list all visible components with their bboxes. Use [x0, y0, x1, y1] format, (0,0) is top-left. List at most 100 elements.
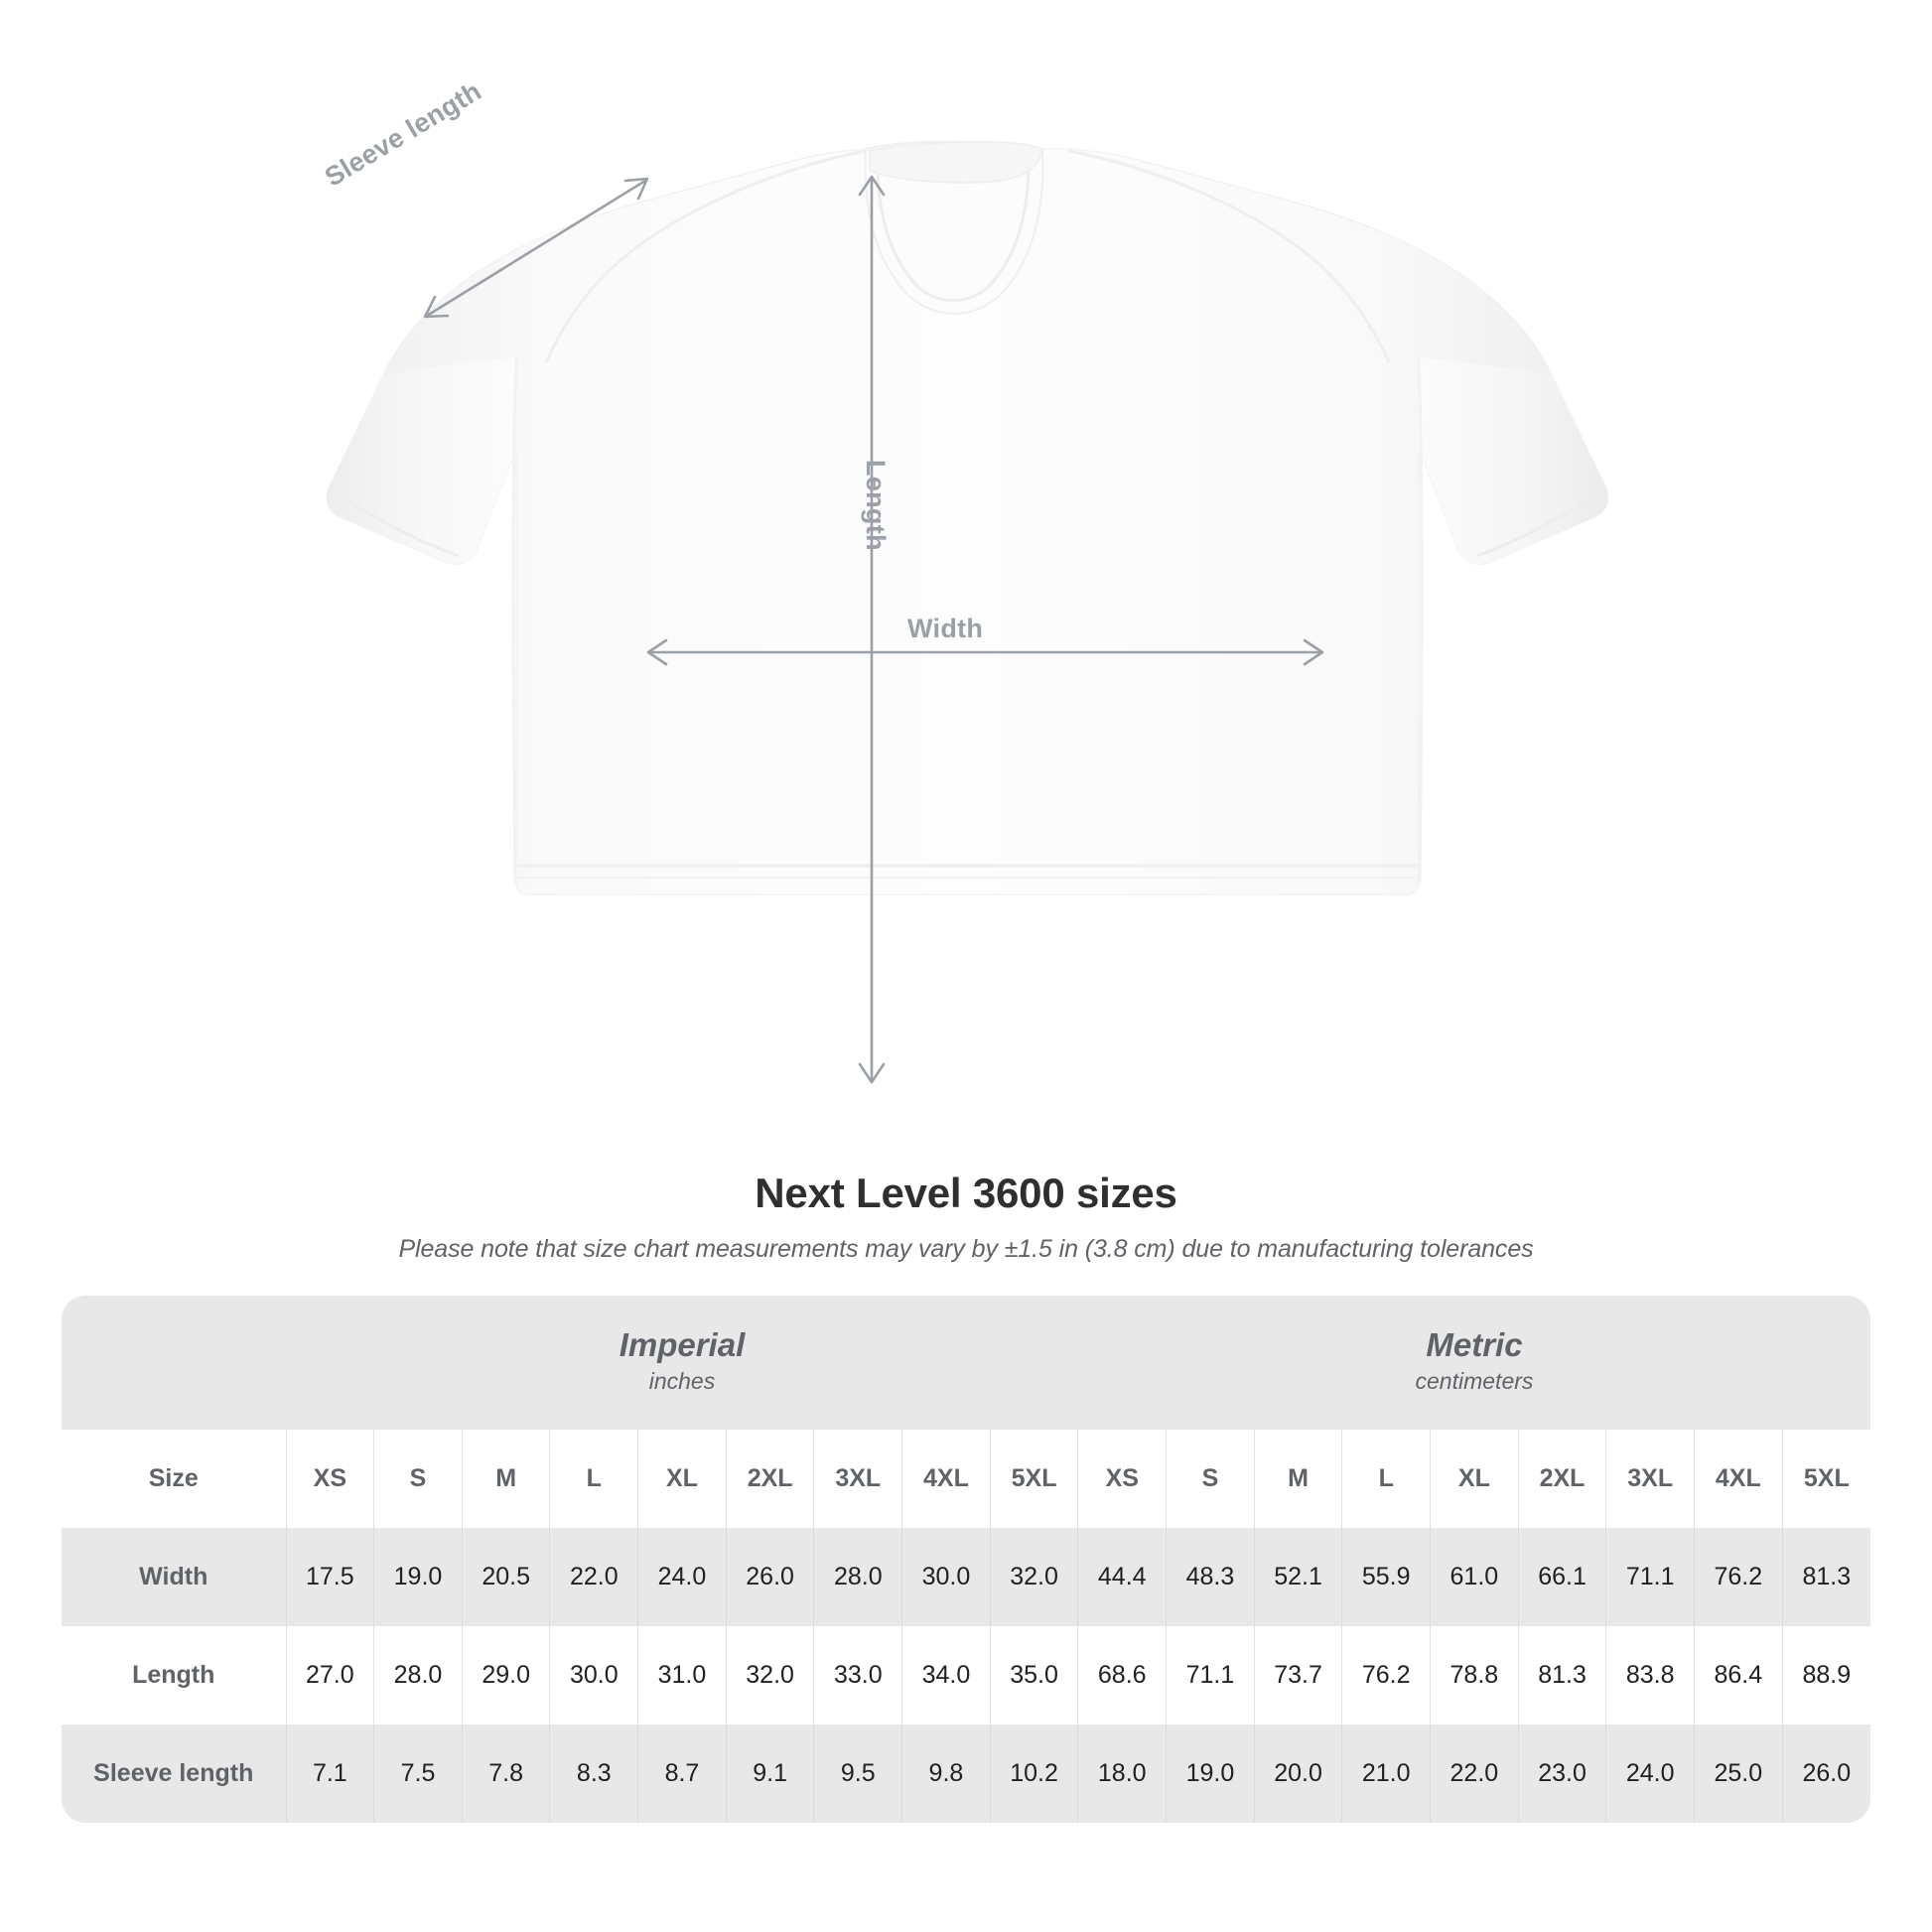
- length-row-label: Length: [62, 1626, 287, 1725]
- size-header-cell: 5XL: [989, 1430, 1078, 1528]
- length-cell: 29.0: [461, 1626, 550, 1725]
- width-cell: 44.4: [1077, 1528, 1167, 1626]
- sleeve-length-cell: 20.0: [1253, 1725, 1342, 1823]
- width-cell: 48.3: [1166, 1528, 1255, 1626]
- size-header-cell: XS: [1077, 1430, 1167, 1528]
- width-cell: 19.0: [373, 1528, 463, 1626]
- table-row: Length 27.0 28.0 29.0 30.0 31.0 32.0 33.0 34.0 35…: [62, 1626, 1870, 1725]
- width-cell: 28.0: [813, 1528, 902, 1626]
- width-cell: 30.0: [901, 1528, 991, 1626]
- width-cell: 24.0: [637, 1528, 727, 1626]
- size-header-cell: XL: [1430, 1430, 1519, 1528]
- unit-subtitle-imperial: inches: [648, 1368, 716, 1395]
- length-cell: 76.2: [1341, 1626, 1431, 1725]
- sleeve-length-cell: 26.0: [1781, 1725, 1870, 1823]
- length-cell: 32.0: [725, 1626, 814, 1725]
- size-header-cell: 4XL: [1694, 1430, 1783, 1528]
- width-cell: 61.0: [1430, 1528, 1519, 1626]
- sleeve-guide-line: [426, 179, 646, 318]
- size-header-cell: XL: [637, 1430, 727, 1528]
- width-cell: 55.9: [1341, 1528, 1431, 1626]
- width-cell: 76.2: [1694, 1528, 1783, 1626]
- page-title: Next Level 3600 sizes: [755, 1170, 1177, 1216]
- size-header-cell: 4XL: [901, 1430, 991, 1528]
- length-cell: 28.0: [373, 1626, 463, 1725]
- sleeve-length-cell: 21.0: [1341, 1725, 1431, 1823]
- length-cell: 86.4: [1694, 1626, 1783, 1725]
- size-table: Imperial inches Metric centimeters Size XS S M L…: [62, 1296, 1870, 1823]
- sleeve-length-cell: 18.0: [1077, 1725, 1167, 1823]
- length-measure-label: Length: [861, 460, 891, 551]
- table-row: Size XS S M L XL 2XL 3XL 4XL 5XL XS S M L XL 2XL 3XL 4XL 5…: [62, 1430, 1870, 1528]
- length-cell: 30.0: [549, 1626, 638, 1725]
- size-header-cell: S: [1166, 1430, 1255, 1528]
- width-measure-label: Width: [907, 614, 984, 643]
- sleeve-length-cell: 23.0: [1517, 1725, 1606, 1823]
- length-cell: 71.1: [1166, 1626, 1255, 1725]
- sleeve-length-cell: 9.8: [901, 1725, 991, 1823]
- tshirt-svg: [326, 141, 1609, 1084]
- size-header-cell: M: [461, 1430, 550, 1528]
- tshirt-body-shape: [326, 141, 1609, 896]
- size-header-cell: 2XL: [725, 1430, 814, 1528]
- unit-subtitle-metric: centimeters: [1415, 1368, 1534, 1395]
- length-cell: 78.8: [1430, 1626, 1519, 1725]
- unit-banner-row: Imperial inches Metric centimeters: [62, 1296, 1870, 1430]
- unit-header-metric: Metric centimeters: [1077, 1296, 1870, 1430]
- size-row-label: Size: [62, 1430, 287, 1528]
- sleeve-length-cell: 8.3: [549, 1725, 638, 1823]
- width-cell: 66.1: [1517, 1528, 1606, 1626]
- width-cell: 52.1: [1253, 1528, 1342, 1626]
- unit-name-metric: Metric: [1426, 1326, 1523, 1364]
- sleeve-length-cell: 24.0: [1605, 1725, 1695, 1823]
- sleeve-length-cell: 9.5: [813, 1725, 902, 1823]
- sleeve-length-cell: 19.0: [1166, 1725, 1255, 1823]
- tolerance-note: Please note that size chart measurements…: [398, 1235, 1534, 1263]
- sleeve-length-cell: 7.1: [285, 1725, 374, 1823]
- sleeve-length-cell: 7.8: [461, 1725, 550, 1823]
- sleeve-length-cell: 22.0: [1430, 1725, 1519, 1823]
- size-header-cell: 3XL: [1605, 1430, 1695, 1528]
- length-cell: 31.0: [637, 1626, 727, 1725]
- table-row: Width 17.5 19.0 20.5 22.0 24.0 26.0 28.0 30.0 32.…: [62, 1528, 1870, 1626]
- size-header-cell: 3XL: [813, 1430, 902, 1528]
- length-cell: 88.9: [1781, 1626, 1870, 1725]
- unit-header-imperial: Imperial inches: [286, 1296, 1078, 1430]
- sleeve-length-cell: 7.5: [373, 1725, 463, 1823]
- width-cell: 20.5: [461, 1528, 550, 1626]
- length-cell: 81.3: [1517, 1626, 1606, 1725]
- tshirt-illustration: Sleeve length Length Width: [320, 75, 1609, 1084]
- width-cell: 22.0: [549, 1528, 638, 1626]
- length-cell: 73.7: [1253, 1626, 1342, 1725]
- length-cell: 68.6: [1077, 1626, 1167, 1725]
- size-table-container: Imperial inches Metric centimeters Size XS S M L…: [62, 1296, 1870, 1823]
- width-cell: 26.0: [725, 1528, 814, 1626]
- length-cell: 34.0: [901, 1626, 991, 1725]
- length-cell: 35.0: [989, 1626, 1078, 1725]
- unit-name-imperial: Imperial: [619, 1326, 746, 1364]
- width-cell: 17.5: [285, 1528, 374, 1626]
- length-cell: 33.0: [813, 1626, 902, 1725]
- size-header-cell: XS: [285, 1430, 374, 1528]
- sleeve-length-cell: 8.7: [637, 1725, 727, 1823]
- sleeve-length-row-label: Sleeve length: [62, 1725, 287, 1823]
- size-header-cell: 5XL: [1781, 1430, 1870, 1528]
- length-cell: 83.8: [1605, 1626, 1695, 1725]
- width-cell: 32.0: [989, 1528, 1078, 1626]
- title-block: Next Level 3600 sizes Please note that s…: [0, 1170, 1932, 1264]
- sleeve-length-cell: 10.2: [989, 1725, 1078, 1823]
- sleeve-length-cell: 25.0: [1694, 1725, 1783, 1823]
- width-cell: 71.1: [1605, 1528, 1695, 1626]
- width-row-label: Width: [62, 1528, 287, 1626]
- width-cell: 81.3: [1781, 1528, 1870, 1626]
- measurement-guides: [423, 175, 1324, 1084]
- size-header-cell: S: [373, 1430, 463, 1528]
- size-header-cell: M: [1253, 1430, 1342, 1528]
- size-header-cell: 2XL: [1517, 1430, 1606, 1528]
- length-cell: 27.0: [285, 1626, 374, 1725]
- sleeve-length-cell: 9.1: [725, 1725, 814, 1823]
- table-row: Sleeve length 7.1 7.5 7.8 8.3 8.7 9.1 9.5 9.8 10.…: [62, 1725, 1870, 1823]
- size-header-cell: L: [549, 1430, 638, 1528]
- size-header-cell: L: [1341, 1430, 1431, 1528]
